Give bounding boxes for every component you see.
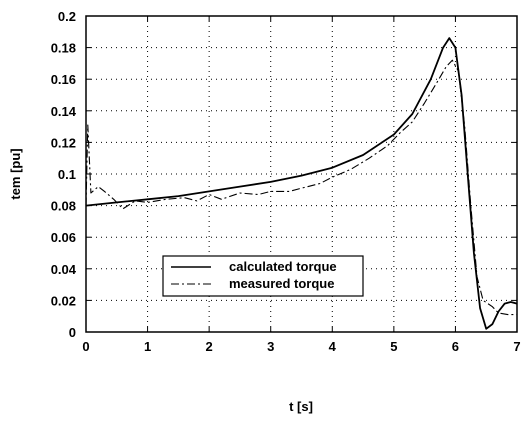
ticks <box>85 15 518 333</box>
x-tick-label: 1 <box>144 339 151 354</box>
x-tick-label: 6 <box>452 339 459 354</box>
y-tick-label: 0.12 <box>51 135 76 150</box>
y-tick-label: 0.16 <box>51 72 76 87</box>
x-tick-label: 2 <box>206 339 213 354</box>
measured-torque-line <box>85 59 517 316</box>
legend-label-measured: measured torque <box>229 276 334 291</box>
y-tick-label: 0.18 <box>51 41 76 56</box>
y-tick-label: 0.08 <box>51 199 76 214</box>
x-tick-label: 4 <box>329 339 337 354</box>
x-tick-label: 7 <box>513 339 520 354</box>
x-tick-label: 3 <box>267 339 274 354</box>
y-tick-label: 0.04 <box>51 262 77 277</box>
y-tick-label: 0.2 <box>58 9 76 24</box>
y-tick-label: 0.1 <box>58 167 76 182</box>
y-tick-label: 0.14 <box>51 104 77 119</box>
x-tick-label: 0 <box>82 339 89 354</box>
y-tick-label: 0.06 <box>51 230 76 245</box>
series-layer <box>85 37 518 330</box>
x-axis-label: t [s] <box>289 399 313 414</box>
legend-box <box>162 255 364 297</box>
legend-label-calculated: calculated torque <box>229 259 337 274</box>
y-tick-label: 0 <box>69 325 76 340</box>
legend: calculated torque measured torque <box>162 255 364 297</box>
tick-labels: 0 1 2 3 4 5 6 7 0 0.02 0.04 0.06 0.08 0.1 0.12 0.14 0.16… <box>51 9 521 354</box>
y-axis-label: tem [pu] <box>8 148 23 199</box>
y-tick-label: 0.02 <box>51 293 76 308</box>
x-tick-label: 5 <box>390 339 397 354</box>
calculated-torque-line <box>85 37 518 330</box>
